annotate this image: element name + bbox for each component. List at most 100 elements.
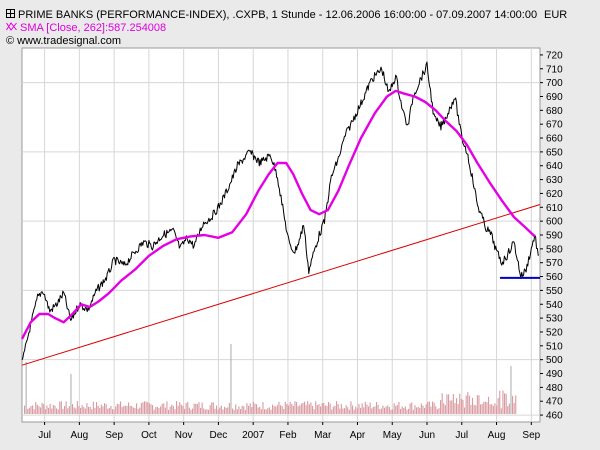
volume-bar bbox=[115, 406, 117, 414]
volume-bar bbox=[136, 403, 138, 414]
volume-bar bbox=[43, 404, 45, 414]
volume-bar bbox=[244, 409, 246, 414]
volume-bar bbox=[462, 399, 464, 414]
volume-bar bbox=[310, 402, 312, 414]
volume-bar bbox=[288, 405, 290, 414]
volume-bar bbox=[116, 403, 118, 414]
volume-bar bbox=[363, 407, 365, 414]
y-tick-label: 720 bbox=[546, 50, 563, 61]
volume-bar bbox=[102, 406, 104, 414]
volume-bar bbox=[443, 403, 445, 414]
volume-bar bbox=[180, 404, 182, 414]
y-tick-label: 480 bbox=[546, 383, 563, 394]
volume-bar bbox=[100, 404, 102, 414]
volume-bar bbox=[420, 403, 422, 414]
volume-bar bbox=[361, 403, 363, 414]
volume-bar bbox=[513, 402, 515, 414]
y-tick-label: 570 bbox=[546, 258, 563, 269]
volume-bar bbox=[228, 402, 230, 414]
volume-bars bbox=[24, 344, 517, 414]
volume-bar bbox=[150, 404, 152, 414]
volume-bar bbox=[110, 405, 112, 414]
volume-bar bbox=[360, 407, 362, 414]
volume-bar bbox=[348, 409, 350, 414]
volume-bar bbox=[299, 405, 301, 414]
volume-bar bbox=[384, 407, 386, 414]
volume-bar bbox=[377, 404, 379, 414]
volume-bar bbox=[129, 405, 131, 414]
volume-bar bbox=[376, 401, 378, 414]
volume-bar bbox=[270, 409, 272, 414]
source-credit-text: www.tradesignal.com bbox=[17, 35, 122, 47]
volume-bar bbox=[454, 402, 456, 414]
volume-bar bbox=[35, 402, 37, 414]
volume-bar bbox=[432, 401, 434, 414]
volume-bar bbox=[481, 403, 483, 414]
volume-bar bbox=[134, 407, 136, 414]
volume-bar bbox=[300, 403, 302, 414]
volume-bar bbox=[283, 408, 285, 414]
volume-bar bbox=[323, 402, 325, 414]
volume-bar bbox=[472, 397, 474, 414]
volume-bar bbox=[392, 409, 394, 414]
volume-bar bbox=[203, 408, 205, 414]
volume-bar bbox=[332, 406, 334, 414]
volume-bar bbox=[425, 404, 427, 414]
volume-bar bbox=[139, 407, 141, 414]
volume-bar bbox=[414, 405, 416, 414]
y-tick-label: 610 bbox=[546, 203, 563, 214]
volume-bar bbox=[337, 404, 339, 414]
volume-bar bbox=[54, 405, 56, 414]
volume-bar bbox=[192, 408, 194, 414]
chart-title: PRIME BANKS (PERFORMANCE-INDEX), .CXPB, … bbox=[6, 9, 537, 22]
volume-bar bbox=[478, 395, 480, 414]
x-tick-label: Aug bbox=[488, 430, 506, 441]
volume-bar bbox=[438, 408, 440, 414]
y-tick-label: 490 bbox=[546, 369, 563, 380]
volume-bar bbox=[291, 403, 293, 414]
volume-bar bbox=[419, 407, 421, 414]
volume-bar bbox=[164, 407, 166, 414]
volume-bar bbox=[219, 407, 221, 414]
volume-bar bbox=[470, 404, 472, 414]
volume-bar bbox=[467, 392, 469, 414]
x-tick-label: Jul bbox=[38, 430, 51, 441]
volume-bar bbox=[416, 407, 418, 414]
volume-bar bbox=[84, 408, 86, 414]
volume-bar bbox=[257, 407, 259, 414]
volume-bar bbox=[372, 406, 374, 414]
volume-bar bbox=[275, 406, 277, 414]
volume-bar bbox=[225, 407, 227, 414]
volume-bar bbox=[62, 408, 64, 414]
volume-bar bbox=[256, 404, 258, 414]
volume-bar bbox=[460, 398, 462, 414]
y-tick-label: 510 bbox=[546, 341, 563, 352]
volume-bar bbox=[182, 405, 184, 414]
volume-bar bbox=[427, 402, 429, 414]
volume-bar bbox=[118, 404, 120, 414]
x-tick-label: Nov bbox=[175, 430, 193, 441]
volume-bar bbox=[272, 404, 274, 414]
volume-bar bbox=[464, 407, 466, 414]
volume-bar bbox=[507, 406, 509, 414]
volume-bar bbox=[315, 401, 317, 414]
volume-bar bbox=[371, 408, 373, 414]
volume-bar bbox=[504, 393, 506, 414]
volume-bar bbox=[94, 407, 96, 414]
volume-bar bbox=[126, 406, 128, 414]
volume-bar bbox=[158, 408, 160, 414]
sma-legend-text: SMA [Close, 262]:587.254008 bbox=[20, 22, 167, 34]
y-tick-label: 660 bbox=[546, 134, 563, 145]
volume-bar bbox=[131, 406, 133, 414]
volume-bar bbox=[336, 401, 338, 414]
y-tick-label: 710 bbox=[546, 64, 563, 75]
volume-bar bbox=[262, 402, 264, 414]
volume-bar bbox=[243, 406, 245, 414]
y-tick-label: 460 bbox=[546, 411, 563, 422]
horizontal-gridlines bbox=[22, 82, 540, 416]
volume-bar bbox=[28, 407, 30, 414]
volume-bar bbox=[369, 402, 371, 414]
volume-bar bbox=[249, 403, 251, 414]
volume-bar bbox=[457, 404, 459, 414]
